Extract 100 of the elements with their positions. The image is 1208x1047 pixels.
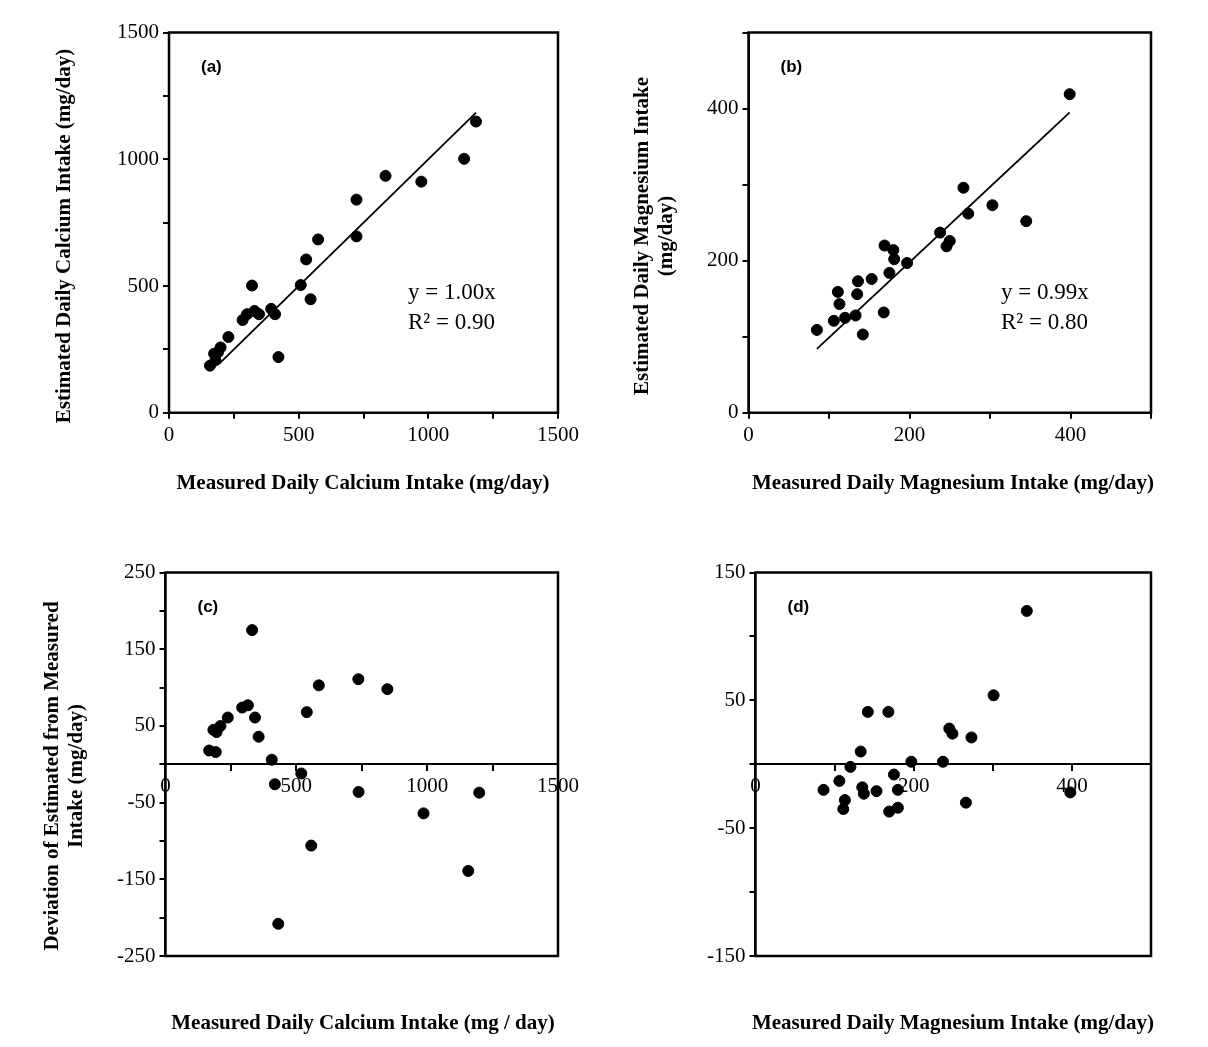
point [222,331,235,344]
point [312,679,325,692]
point [936,755,949,768]
y-tick-label: 50 [134,712,156,737]
y-tick-label: 0 [148,399,159,424]
point [379,169,392,182]
point [221,711,234,724]
point [943,234,956,247]
point [905,755,918,768]
point [272,351,285,364]
point [352,785,365,798]
point [246,624,259,637]
x-tick-label: 1000 [407,421,450,446]
point [891,801,904,814]
x-tick-label: 200 [893,421,926,446]
point [856,328,869,341]
annotation: R² = 0.90 [408,308,495,334]
point [833,298,846,311]
point [417,807,430,820]
point [987,689,1000,702]
point [305,839,318,852]
annotation: (b) [780,57,803,77]
annotation: y = 1.00x [408,278,497,304]
y-tick-label: 150 [713,559,746,584]
x-tick-label: 500 [280,773,313,798]
point [214,719,227,732]
point [810,323,823,336]
y-tick-label: 1500 [117,19,159,44]
point [214,341,227,354]
point [851,288,864,301]
annotation: (c) [197,597,219,617]
point [827,314,840,327]
point [839,311,852,324]
point [294,279,307,292]
point [888,253,901,266]
point [965,731,978,744]
point [269,308,282,321]
point [245,279,258,292]
y-axis-title: Estimated Daily Magnesium Intake (mg/day) [628,76,678,397]
point [849,309,862,322]
point [458,152,471,165]
point [1063,88,1076,101]
point [962,207,975,220]
point [248,711,261,724]
y-tick-label: 250 [123,559,156,584]
point [1020,215,1033,228]
y-axis-title: Estimated Daily Calcium Intake (mg/day) [50,47,76,426]
annotation: (d) [787,597,810,617]
y-tick-label: -50 [127,789,156,814]
point [415,175,428,188]
point [1020,604,1033,617]
annotation: (a) [201,57,222,77]
point [870,785,883,798]
x-tick-label: 1000 [406,773,449,798]
point [877,306,890,319]
point [352,673,365,686]
point [901,257,914,269]
x-axis-title: Measured Daily Calcium Intake (mg/day) [175,470,551,494]
point [268,778,281,791]
x-tick-label: 400 [1054,421,1087,446]
x-tick-label: 500 [282,421,315,446]
point [883,266,896,279]
x-axis-title: Measured Daily Magnesium Intake (mg/day) [750,470,1156,494]
point [861,705,874,718]
point [844,760,857,773]
y-tick-label: -150 [706,942,746,967]
point [934,226,947,239]
y-axis-title: Deviation of Estimated from Measured Intake (mg/day) [38,600,88,953]
point [473,786,486,799]
point [272,917,285,930]
annotation: y = 0.99x [1001,278,1090,304]
y-tick-label: 200 [707,247,739,272]
point [851,275,864,288]
point [312,233,325,246]
y-tick-label: 1000 [117,145,159,170]
annotation: R² = 0.80 [1001,308,1088,334]
point [959,796,972,809]
point [838,794,851,807]
point [957,181,970,194]
point [304,293,317,306]
point [878,239,891,252]
point [865,272,878,285]
point [381,683,394,696]
y-tick-label: 500 [127,272,159,297]
y-tick-label: 150 [123,635,156,660]
point [350,230,363,243]
x-tick-label: 0 [163,421,175,446]
point [887,768,900,781]
point [854,745,867,758]
y-tick-label: -250 [116,942,156,967]
point [350,193,363,206]
x-axis-title: Measured Daily Magnesium Intake (mg/day) [750,1010,1156,1034]
y-tick-label: 50 [724,686,746,711]
point [265,753,278,766]
point [882,705,895,718]
point [300,706,313,719]
point [817,783,830,796]
point [831,285,844,298]
point [833,774,846,787]
point [470,115,483,128]
